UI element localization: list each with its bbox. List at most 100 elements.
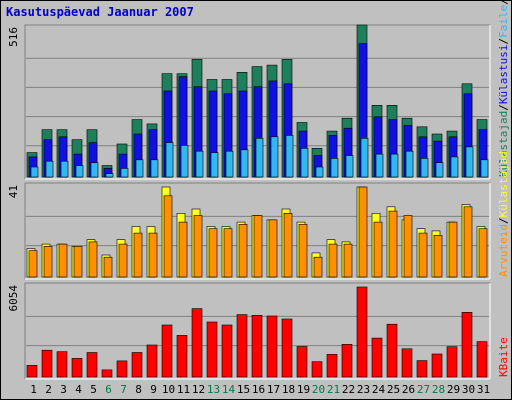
bar [180, 145, 189, 178]
x-tick-label: 6 [105, 383, 112, 396]
legend-entry: Külastajad [497, 111, 510, 177]
legend-entry: KBaite [497, 337, 510, 377]
bar [420, 158, 429, 178]
bar [328, 243, 338, 278]
bar [403, 215, 413, 278]
y-max-label: 6054 [7, 285, 20, 312]
bar [161, 324, 173, 378]
bar [210, 152, 219, 178]
y-max-label: 41 [7, 185, 20, 198]
legend-entry: / [497, 104, 510, 111]
bar [416, 360, 428, 378]
bar [315, 166, 324, 178]
bars [26, 24, 489, 178]
x-tick-label: 18 [282, 383, 295, 396]
bar [75, 165, 84, 178]
legend-entry: / [497, 217, 510, 224]
bar [266, 315, 278, 378]
legend-entry: Arvuteid [497, 224, 510, 277]
bar [450, 156, 459, 178]
bar [463, 206, 473, 278]
bar [28, 250, 38, 278]
x-tick-label: 20 [312, 383, 325, 396]
bar [313, 256, 323, 278]
bar [375, 153, 384, 178]
bar [326, 354, 338, 378]
chart-panels: 516 Külastajad/Külastusi/Faile/Pöördumisi… [7, 1, 510, 380]
legend-entry: Faile [497, 5, 510, 38]
x-tick-label: 26 [402, 383, 415, 396]
bar [298, 224, 308, 278]
bar [433, 235, 443, 278]
x-tick-label: 23 [357, 383, 370, 396]
x-tick-label: 1 [30, 383, 37, 396]
bars [26, 186, 488, 278]
bar [435, 162, 444, 178]
bar [253, 215, 263, 278]
bar [105, 173, 114, 178]
bar [480, 159, 489, 178]
bar [281, 318, 293, 378]
bar [193, 215, 203, 278]
legend-entry: / [497, 1, 510, 5]
x-tick-label: 5 [90, 383, 97, 396]
legend-entry: / [497, 38, 510, 45]
bar [330, 158, 339, 178]
x-tick-label: 7 [120, 383, 127, 396]
x-tick-label: 11 [177, 383, 190, 396]
chart-title: Kasutuspäevad Jaanuar 2007 [6, 5, 194, 19]
bar [131, 352, 143, 378]
bar [120, 168, 129, 178]
panel-legend: Külastajad/Külastusi/Faile/Pöördumisi [497, 1, 510, 177]
x-tick-label: 29 [447, 383, 460, 396]
bar [478, 228, 488, 278]
x-tick-label: 17 [267, 383, 280, 396]
x-tick-label: 21 [327, 383, 340, 396]
bar [311, 361, 323, 378]
bar [418, 232, 428, 278]
x-tick-label: 9 [150, 383, 157, 396]
x-tick-label: 12 [192, 383, 205, 396]
x-tick-label: 24 [372, 383, 386, 396]
panel-1: 516 Külastajad/Külastusi/Faile/Pöördumisi [7, 1, 510, 180]
bar [178, 221, 188, 278]
bars [26, 286, 488, 378]
bar [356, 286, 368, 378]
bar [390, 153, 399, 178]
bar [86, 352, 98, 378]
x-tick-label: 8 [135, 383, 142, 396]
x-tick-label: 4 [75, 383, 82, 396]
bar [221, 324, 233, 378]
bar [195, 150, 204, 178]
bar [118, 243, 128, 278]
bar [26, 365, 38, 378]
bar [191, 308, 203, 378]
bar [60, 160, 69, 178]
bar [386, 323, 398, 378]
bar [148, 232, 158, 278]
panel-3: 6054 KBaite [7, 282, 510, 380]
bar [345, 155, 354, 178]
bar [238, 224, 248, 278]
x-tick-label: 2 [45, 383, 52, 396]
x-tick-label: 3 [60, 383, 67, 396]
bar [465, 146, 474, 178]
x-tick-label: 30 [462, 383, 475, 396]
bar [176, 335, 188, 378]
panel-2: 41 Arvuteid/Külastajad [7, 151, 510, 280]
bar [133, 232, 143, 278]
bar [360, 138, 369, 178]
bar [371, 337, 383, 378]
bar [116, 360, 128, 378]
panel-legend: Arvuteid/Külastajad [497, 151, 510, 277]
bar [461, 311, 473, 378]
bar [71, 358, 83, 378]
bar [103, 256, 113, 278]
bar [150, 159, 159, 178]
bar [135, 159, 144, 178]
x-tick-label: 15 [237, 383, 250, 396]
x-tick-label: 10 [162, 383, 175, 396]
bar [30, 166, 39, 178]
